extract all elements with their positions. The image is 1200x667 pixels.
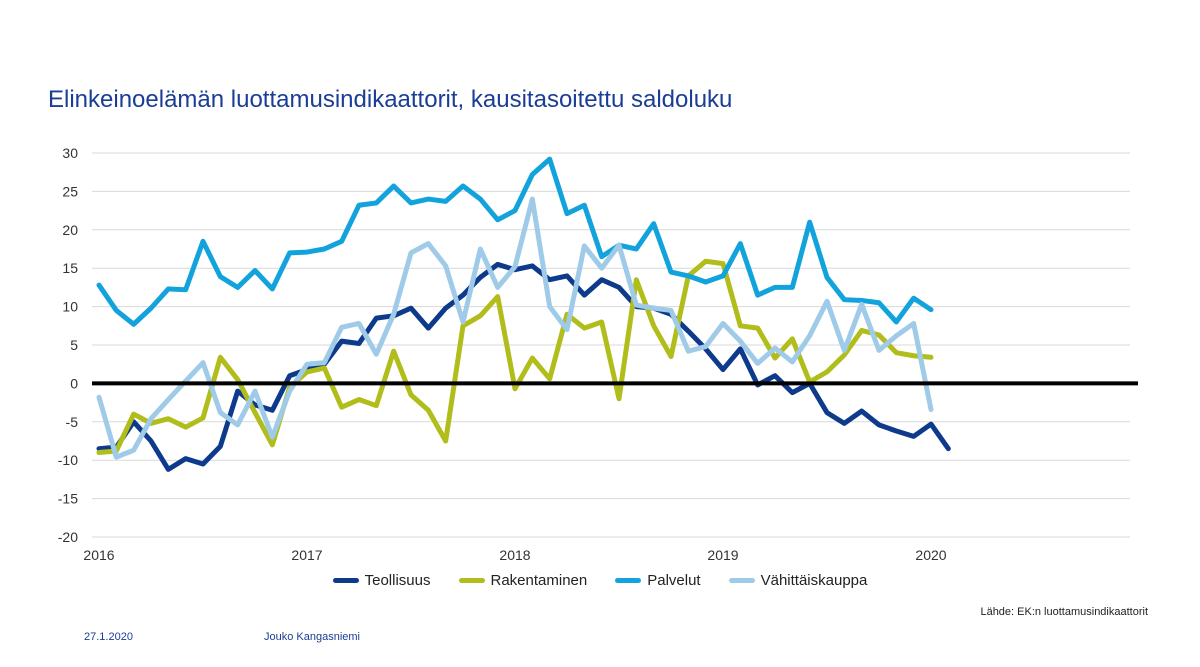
- y-tick-label: 0: [70, 375, 78, 391]
- series-line-rakentaminen: [96, 258, 934, 456]
- y-axis-ticks: 30 25 20 15 10 5 0 -5 -10 -15 -20: [58, 145, 78, 545]
- x-tick-label: 2019: [707, 547, 738, 563]
- series-line-palvelut: [96, 156, 934, 327]
- footer-date: 27.1.2020: [84, 631, 133, 643]
- y-tick-label: -10: [58, 452, 78, 468]
- x-tick-label: 2017: [291, 547, 322, 563]
- legend-swatch: [458, 578, 485, 583]
- legend-label: Rakentaminen: [490, 572, 588, 589]
- source-note: Lähde: EK:n luottamusindikaattorit: [980, 606, 1148, 618]
- y-tick-label: 25: [62, 183, 78, 199]
- y-tick-label: 10: [62, 299, 78, 315]
- x-tick-label: 2020: [915, 547, 946, 563]
- series-lines: [96, 156, 951, 472]
- legend-label: Vähittäiskauppa: [760, 572, 868, 589]
- legend-label: Palvelut: [647, 572, 701, 589]
- legend-item: Rakentaminen: [458, 572, 588, 589]
- x-tick-label: 2018: [499, 547, 530, 563]
- legend-swatch: [332, 578, 359, 583]
- legend-item: Teollisuus: [332, 572, 431, 589]
- y-tick-label: -15: [58, 491, 78, 507]
- legend-label: Teollisuus: [364, 572, 431, 589]
- legend-swatch: [728, 578, 755, 583]
- series-line-vähittäiskauppa: [96, 196, 934, 460]
- x-axis-ticks: 2016 2017 2018 2019 2020: [83, 547, 946, 563]
- y-tick-label: 15: [62, 260, 78, 276]
- y-tick-label: 20: [62, 222, 78, 238]
- legend-item: Palvelut: [615, 572, 701, 589]
- footer-author: Jouko Kangasniemi: [264, 631, 361, 643]
- legend-item: Vähittäiskauppa: [728, 572, 868, 589]
- y-tick-label: -20: [58, 529, 78, 545]
- legend-swatch: [615, 578, 642, 583]
- y-tick-label: 30: [62, 145, 78, 161]
- gridlines: [92, 152, 1130, 538]
- x-tick-label: 2016: [83, 547, 114, 563]
- y-tick-label: 5: [70, 337, 78, 353]
- chart-title: Elinkeinoelämän luottamusindikaattorit, …: [48, 86, 733, 113]
- y-tick-label: -5: [66, 414, 79, 430]
- legend: Teollisuus Rakentaminen Palvelut Vähittäisk…: [0, 572, 1200, 589]
